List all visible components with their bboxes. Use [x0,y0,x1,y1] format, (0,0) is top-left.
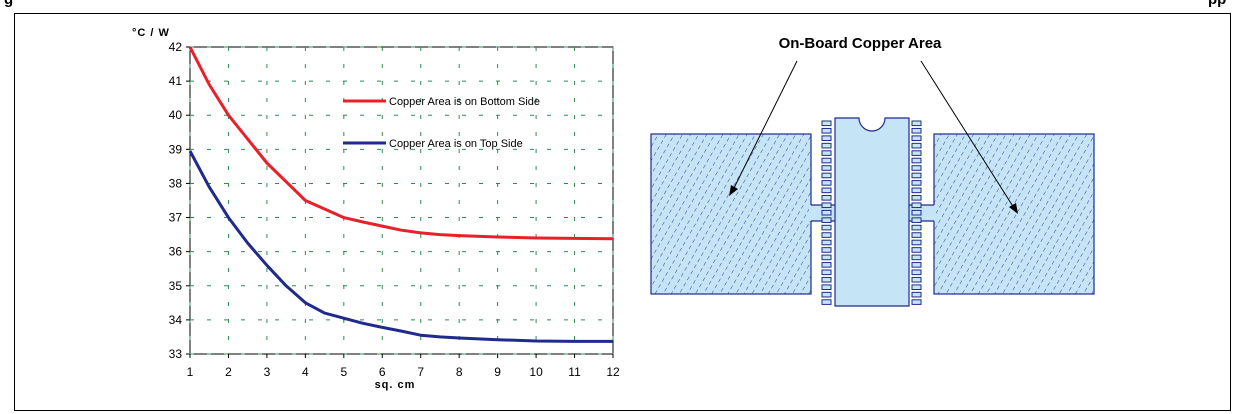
ic-pin [821,150,832,156]
ic-pin [821,232,832,238]
y-tick-label: 34 [169,313,183,327]
ic-pin [911,150,922,156]
y-tick-label: 40 [169,108,183,122]
ic-pin [911,165,922,171]
ic-pin [821,120,832,127]
cut-title-left: g [4,0,13,8]
cut-title-right: pp [1208,0,1226,8]
ic-pin [821,135,832,141]
x-tick-label: 8 [456,365,463,379]
ic-pin [911,299,922,305]
ic-pin [911,120,922,127]
ic-pin [911,209,922,216]
copper-pad-right [933,133,1095,295]
ic-pin [821,299,832,305]
ic-pin [821,187,832,194]
ic-pin [911,247,922,253]
legend-label: Copper Area is on Bottom Side [389,96,540,108]
ic-pin [821,195,832,201]
ic-pin [821,224,832,231]
ic-pin [911,127,922,134]
pointer-arrows [729,60,1018,214]
ic-pin [911,269,922,276]
ic-pin [911,142,922,149]
y-tick-label: 33 [169,347,183,361]
y-tick-label: 39 [169,142,183,156]
ic-pin [911,135,922,141]
ic-pin [911,284,922,290]
series-line-bottom-side [188,46,614,241]
ic-pin [821,142,832,149]
ic-pin [821,209,832,216]
ic-pins-left [821,120,832,305]
ic-pin [911,276,922,283]
y-tick-label: 37 [169,211,183,225]
x-tick-label: 6 [379,365,386,379]
x-tick-label: 10 [529,365,543,379]
ic-pin [821,276,832,283]
ic-pin [911,187,922,194]
ic-pin [821,217,832,223]
x-tick-label: 2 [225,365,232,379]
copper-pad-left [650,133,812,295]
ic-pin [821,180,832,186]
ic-package [834,117,910,307]
ic-pin [911,232,922,238]
x-tick-label: 12 [606,365,620,379]
ic-pins-right [911,120,922,305]
x-axis-label: sq. cm [375,379,416,391]
series-lines [188,46,614,343]
x-tick-label: 5 [340,365,347,379]
y-tick-label: 36 [169,245,183,259]
ic-pin [911,180,922,186]
legend: Copper Area is on Bottom Side Copper Area… [343,96,540,150]
ic-pin [911,202,922,209]
ic-pin [821,239,832,246]
ic-pin [821,262,832,268]
ic-pin [911,217,922,223]
ic-pin [821,127,832,134]
y-tick-label: 35 [169,279,183,293]
ic-pin [911,254,922,261]
ic-pin [821,165,832,171]
x-tick-label: 1 [187,365,194,379]
ic-pin [911,172,922,179]
ic-pin [821,254,832,261]
ic-pin [911,157,922,164]
ic-pin [821,247,832,253]
y-axis-label: °C / W [132,27,170,39]
copper-bridge-right [909,205,936,221]
x-tick-label: 9 [494,365,501,379]
ic-pin [911,224,922,231]
ic-pin [911,291,922,298]
ic-pin [911,262,922,268]
ic-pin [821,284,832,290]
ic-pin [911,195,922,201]
y-tick-label: 41 [169,74,183,88]
series-line-top-side [188,150,613,343]
ic-pin [821,269,832,276]
x-tick-label: 4 [302,365,309,379]
ic-pin [911,239,922,246]
x-tick-label: 11 [568,365,581,379]
ic-pin [821,172,832,179]
x-tick-label: 3 [264,365,271,379]
figure-frame [14,13,1231,411]
y-tick-label: 42 [169,40,183,54]
y-tick-label: 38 [169,176,183,190]
cut-figure-title: g pp [0,0,1233,10]
diagram-title: On-Board Copper Area [779,35,942,52]
legend-label: Copper Area is on Top Side [389,138,523,150]
x-tick-label: 7 [417,365,424,379]
ic-pin [821,202,832,209]
ic-pin [821,291,832,298]
ic-pin [821,157,832,164]
